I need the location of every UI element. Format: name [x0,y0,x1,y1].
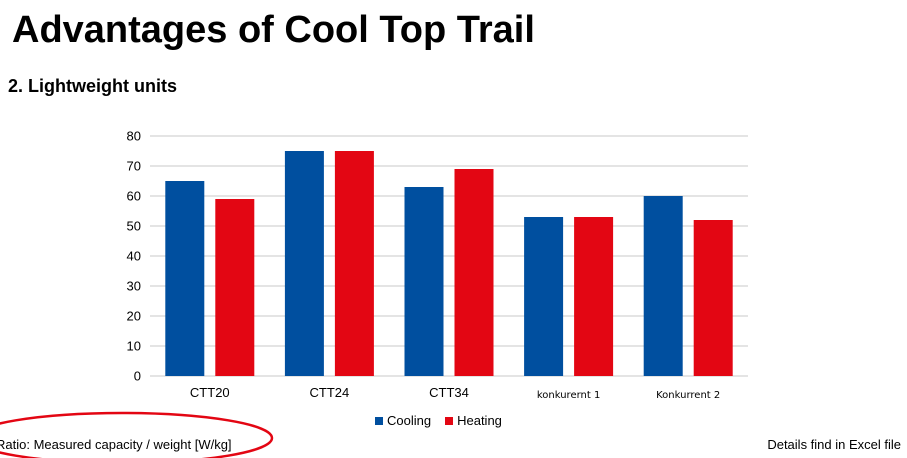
bar-cooling [643,196,683,376]
y-tick-label: 50 [127,219,141,234]
bar-heating [334,151,374,376]
ratio-note: Ratio: Measured capacity / weight [W/kg] [0,437,300,452]
bar-cooling [284,151,324,376]
x-tick-label: CTT24 [310,385,350,400]
x-tick-label: Konkurrent 2 [656,390,720,401]
bar-heating [693,220,733,376]
x-tick-label: konkurernt 1 [537,390,601,401]
y-tick-label: 80 [127,129,141,144]
legend-label-cooling: Cooling [387,413,432,428]
y-tick-label: 30 [127,279,141,294]
y-tick-label: 70 [127,159,141,174]
slide-title: Advantages of Cool Top Trail [12,9,535,51]
bar-cooling [165,181,205,376]
legend-swatch-heating [445,416,454,425]
bar-heating [574,217,614,376]
bar-heating [454,169,494,376]
slide-subtitle: 2. Lightweight units [8,76,177,96]
y-tick-label: 20 [127,309,141,324]
y-tick-label: 0 [134,369,141,384]
ratio-note-text: Ratio: Measured capacity / weight [W/kg] [0,437,232,452]
bar-cooling [404,187,444,376]
bar-cooling [524,217,564,376]
details-note: Details find in Excel file [767,437,901,452]
legend-item-heating: Heating [445,413,502,428]
legend-item-cooling: Cooling [375,413,431,428]
y-tick-label: 10 [127,339,141,354]
bar-heating [215,199,255,376]
y-tick-label: 60 [127,189,141,204]
x-tick-label: CTT20 [190,385,230,400]
legend-label-heating: Heating [457,413,502,428]
y-tick-label: 40 [127,249,141,264]
chart-legend: Cooling Heating [375,413,502,428]
x-tick-label: CTT34 [429,385,469,400]
legend-swatch-cooling [375,416,383,425]
